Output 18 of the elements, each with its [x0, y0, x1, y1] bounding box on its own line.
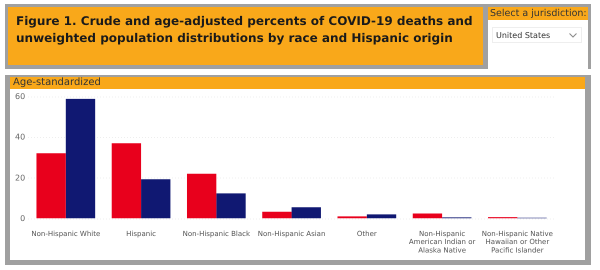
bar	[186, 174, 216, 218]
bar	[262, 212, 292, 218]
bar	[112, 143, 142, 218]
text: United States	[496, 31, 550, 40]
bar	[216, 193, 246, 218]
bar	[66, 98, 96, 218]
chart-subtitle: Age-standardized	[10, 77, 585, 89]
text: Select a jurisdiction:	[488, 7, 588, 20]
bar	[141, 179, 170, 218]
y-tick-label: 20	[14, 173, 26, 182]
y-tick-label: 40	[14, 132, 26, 142]
bar	[412, 214, 442, 218]
bar	[36, 153, 66, 218]
bar	[292, 207, 321, 218]
y-tick-label: 0	[20, 214, 26, 223]
y-tick-label: 60	[14, 92, 26, 102]
bar	[366, 214, 396, 218]
chart-title: Figure 1. Crude and age-adjusted percents of COVID-19 deaths and unweighted population distributions by race and Hispanic origin	[8, 7, 483, 65]
